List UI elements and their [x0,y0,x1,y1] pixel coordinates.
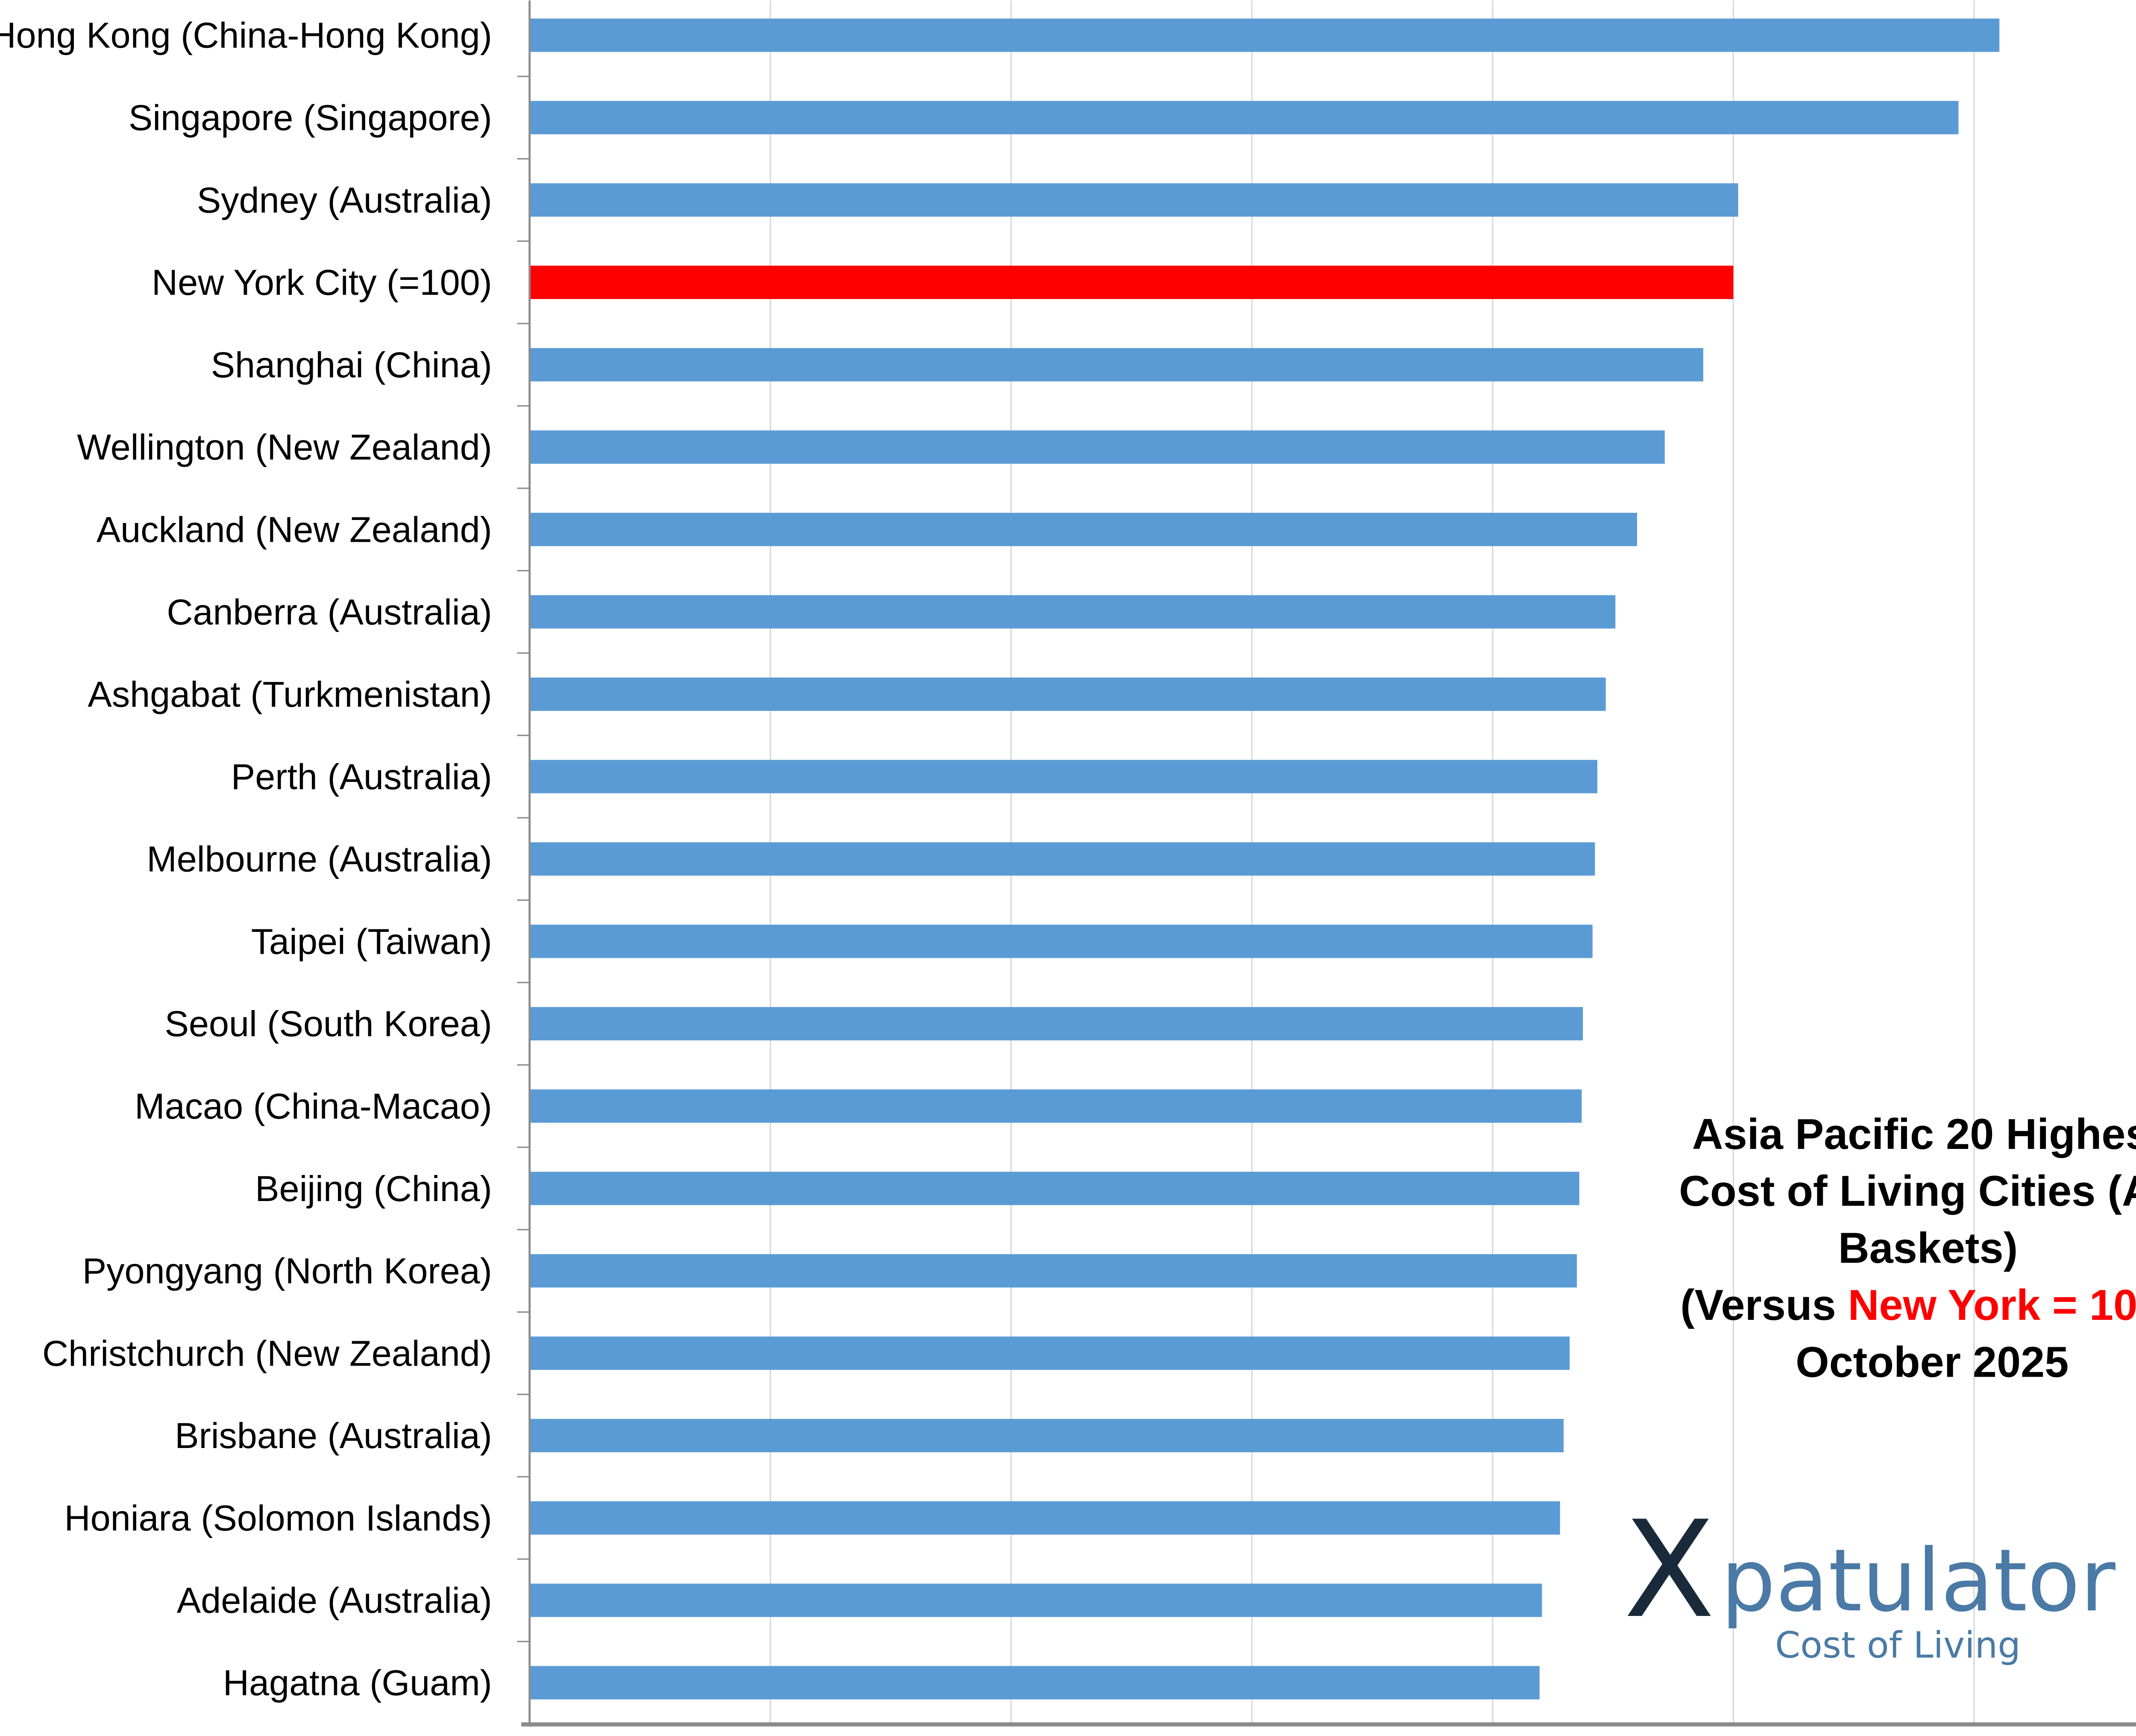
logo-x-mark: X [1623,1492,1715,1648]
bar [529,1172,1579,1205]
date-line: October 2025 [1796,1338,2069,1386]
bar [529,183,1738,217]
bar [529,430,1665,464]
subtitle: (Versus New York = 100) [1680,1281,2136,1329]
category-label: Brisbane (Australia) [175,1415,492,1456]
bar [529,1337,1570,1370]
subtitle-prefix: (Versus [1680,1281,1848,1329]
category-label: New York City (=100) [152,262,492,303]
category-label: Shanghai (China) [211,344,492,385]
title-line-1: Asia Pacific 20 Highest [1692,1110,2136,1158]
bar-highlight [529,265,1734,299]
category-label: Singapore (Singapore) [129,97,492,138]
category-label: Honiara (Solomon Islands) [65,1498,492,1538]
category-labels: Hong Kong (China-Hong Kong) Singapore (Si… [0,15,530,1703]
bar [529,1583,1542,1617]
category-label: Beijing (China) [255,1168,492,1209]
chart-title: Asia Pacific 20 Highest Cost of Living C… [1679,1110,2136,1386]
category-label: Perth (Australia) [231,756,492,797]
bar [529,760,1598,793]
bar [529,925,1593,958]
bar [529,1254,1577,1288]
bar [529,595,1616,629]
subtitle-highlight: New York = 100 [1848,1281,2136,1329]
bar [529,1007,1583,1040]
bar [529,1089,1582,1123]
bars [529,18,2000,1700]
category-label: Pyongyang (North Korea) [82,1251,492,1291]
bar [529,101,1959,135]
bar [529,18,2000,52]
category-label: Hong Kong (China-Hong Kong) [0,15,492,56]
category-label: Sydney (Australia) [197,179,492,220]
category-label: Canberra (Australia) [167,591,492,632]
category-label: Auckland (New Zealand) [97,509,492,549]
logo-wordmark: patulator [1721,1530,2115,1631]
category-label: Seoul (South Korea) [164,1003,492,1044]
category-label: Ashgabat (Turkmenistan) [88,674,492,714]
category-label: Taipei (Taiwan) [251,921,492,961]
bar [529,348,1704,382]
xpatulator-logo: X patulator Cost of Living [1623,1492,2115,1666]
category-label: Melbourne (Australia) [147,839,492,879]
title-line-2: Cost of Living Cities (All [1679,1167,2136,1215]
category-label: Hagatna (Guam) [223,1663,492,1703]
bar [529,677,1606,711]
category-label: Adelaide (Australia) [177,1580,492,1621]
category-label: Macao (China-Macao) [135,1086,492,1126]
bar [529,513,1637,546]
bar [529,1419,1564,1452]
logo-tagline: Cost of Living [1775,1624,2021,1666]
bar [529,1501,1560,1535]
title-line-3: Baskets) [1838,1225,2018,1272]
category-label: Christchurch (New Zealand) [42,1333,492,1373]
category-label: Wellington (New Zealand) [77,427,492,467]
bar [529,842,1595,876]
bar [529,1666,1540,1700]
